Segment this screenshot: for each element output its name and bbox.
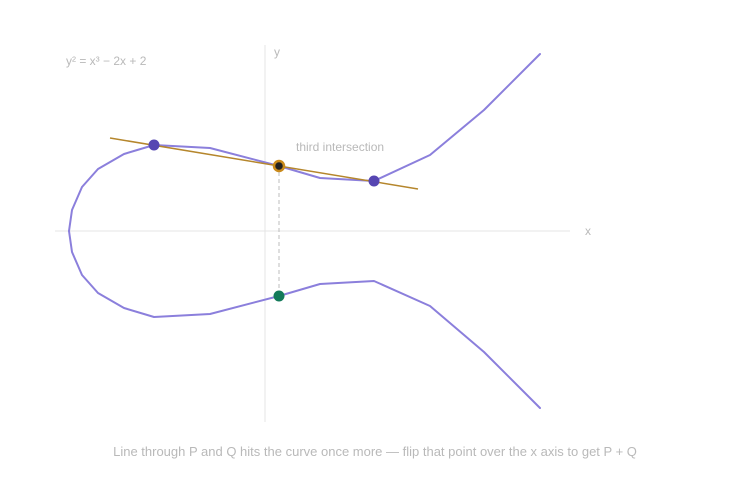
equation-label: y² = x³ − 2x + 2 — [66, 54, 147, 68]
sum-point — [273, 290, 285, 302]
point-p — [148, 139, 160, 151]
y-axis-label: y — [274, 45, 280, 59]
caption: Line through P and Q hits the curve once… — [113, 444, 637, 459]
third-intersection-point — [272, 159, 286, 173]
curve-lower-branch — [68, 230, 541, 409]
x-axis-label: x — [585, 224, 591, 238]
curve-upper-branch — [68, 53, 541, 232]
secant-line — [109, 137, 419, 190]
third-intersection-label: third intersection — [296, 140, 384, 154]
point-q — [368, 175, 380, 187]
